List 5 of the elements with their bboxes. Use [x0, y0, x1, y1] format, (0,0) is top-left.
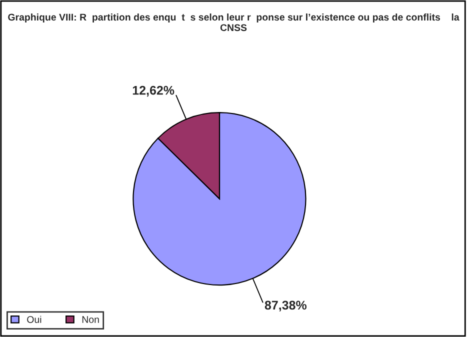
chart-title: Graphique VIII: R partition des enqu t s selon leur r ponse sur l’existence ou pas de conflits la CNSS — [8, 13, 460, 32]
data-label: 87,38% — [264, 300, 307, 312]
legend-label: Non — [82, 316, 99, 323]
data-label: 12,62% — [132, 86, 174, 97]
legend-label: Oui — [27, 316, 42, 323]
